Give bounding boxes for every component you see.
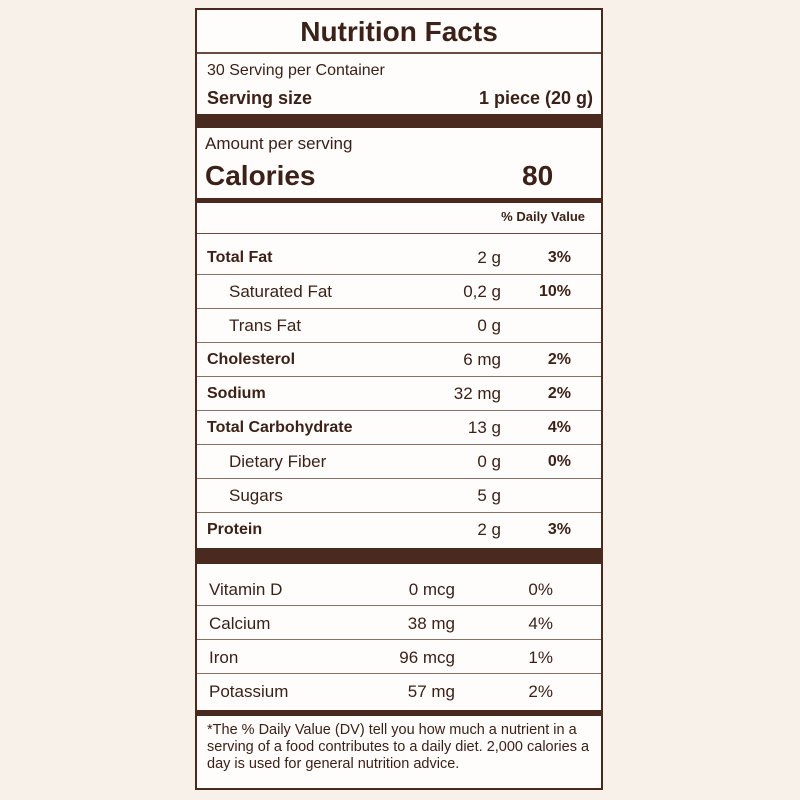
divider <box>197 233 601 234</box>
footnote: *The % Daily Value (DV) tell you how muc… <box>207 722 590 772</box>
nutrient-amount: 0 g <box>477 316 501 335</box>
nutrient-name: Trans Fat <box>229 316 302 335</box>
vitamin-row: Calcium 38 mg 4% <box>197 606 601 640</box>
vitamin-dv: 1% <box>528 648 553 667</box>
medium-bar <box>197 198 601 203</box>
vitamin-amount: 0 mcg <box>408 580 455 599</box>
nutrient-name: Sodium <box>207 385 266 402</box>
nutrient-dv: 2% <box>547 351 571 368</box>
nutrient-amount: 2 g <box>477 248 501 267</box>
thick-bar <box>197 548 601 564</box>
title: Nutrition Facts <box>300 16 498 47</box>
nutrient-row: Dietary Fiber 0 g 0% <box>197 444 601 479</box>
nutrient-name: Total Carbohydrate <box>207 419 353 436</box>
vitamin-name: Iron <box>209 648 239 667</box>
nutrient-amount: 13 g <box>467 418 501 437</box>
vitamin-row: Potassium 57 mg 2% <box>197 674 601 707</box>
nutrient-name: Cholesterol <box>207 351 296 368</box>
nutrient-dv: 4% <box>547 419 571 436</box>
nutrient-name: Protein <box>207 521 263 538</box>
vitamin-amount: 57 mg <box>407 682 455 701</box>
nutrient-name: Dietary Fiber <box>229 452 327 471</box>
vitamin-amount: 38 mg <box>407 614 455 633</box>
amount-per-serving: Amount per serving <box>205 134 353 153</box>
servings: 30 Serving per Container <box>207 62 385 79</box>
vitamin-dv: 4% <box>528 614 553 633</box>
vitamin-name: Potassium <box>209 682 289 701</box>
serving-size-label: Serving size <box>207 88 313 108</box>
nutrient-amount: 32 mg <box>453 384 501 403</box>
nutrient-row: Saturated Fat 0,2 g 10% <box>197 274 601 309</box>
nutrient-row: Cholesterol 6 mg 2% <box>197 342 601 377</box>
vitamin-dv: 0% <box>528 580 553 599</box>
nutrient-name: Total Fat <box>207 249 273 266</box>
vitamin-name: Vitamin D <box>209 580 283 599</box>
nutrient-amount: 2 g <box>477 520 501 539</box>
medium-bar <box>197 710 601 716</box>
divider <box>197 52 601 54</box>
vitamin-name: Calcium <box>209 614 271 633</box>
nutrient-row: Sugars 5 g <box>197 478 601 513</box>
nutrition-label: Nutrition Facts 30 Serving per Container… <box>195 8 603 790</box>
nutrient-row: Trans Fat 0 g <box>197 308 601 343</box>
nutrient-dv: 3% <box>547 249 571 266</box>
nutrient-dv: 2% <box>547 385 571 402</box>
nutrient-name: Sugars <box>229 486 283 505</box>
nutrient-amount: 0 g <box>477 452 501 471</box>
dv-header: % Daily Value <box>501 209 585 224</box>
nutrient-row: Protein 2 g 3% <box>197 512 601 546</box>
calories-value: 80 <box>522 160 554 191</box>
nutrient-amount: 0,2 g <box>463 282 501 301</box>
nutrient-dv: 10% <box>538 283 571 300</box>
vitamin-row: Iron 96 mcg 1% <box>197 640 601 674</box>
nutrient-amount: 6 mg <box>463 350 501 369</box>
nutrient-amount: 5 g <box>477 486 501 505</box>
vitamin-row: Vitamin D 0 mcg 0% <box>197 572 601 606</box>
nutrient-name: Saturated Fat <box>229 282 333 301</box>
nutrient-row: Total Carbohydrate 13 g 4% <box>197 410 601 445</box>
nutrient-row: Sodium 32 mg 2% <box>197 376 601 411</box>
nutrient-dv: 3% <box>547 521 571 538</box>
thick-bar <box>197 114 601 128</box>
serving-size-value: 1 piece (20 g) <box>478 88 593 108</box>
nutrient-row: Total Fat 2 g 3% <box>197 240 601 275</box>
vitamin-dv: 2% <box>528 682 553 701</box>
vitamin-amount: 96 mcg <box>399 648 455 667</box>
calories-label: Calories <box>205 160 316 191</box>
nutrient-dv: 0% <box>547 453 571 470</box>
